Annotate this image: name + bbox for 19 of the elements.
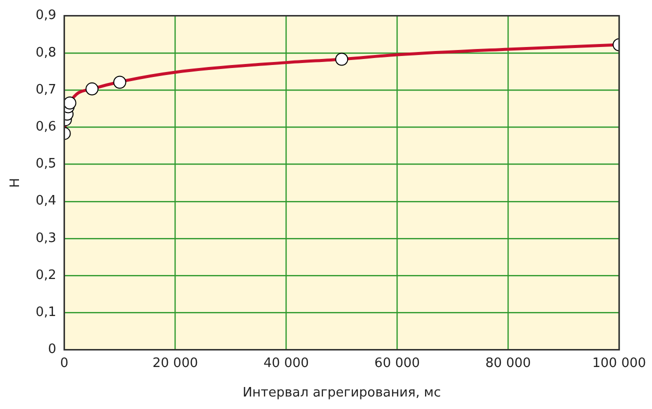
y-axis-title: H [8, 178, 24, 188]
x-tick-label: 0 [60, 356, 68, 371]
x-tick-label: 40 000 [263, 356, 309, 371]
y-tick-label: 0,1 [36, 305, 56, 320]
y-tick-label: 0,2 [36, 268, 56, 283]
y-tick-label: 0,8 [36, 45, 56, 60]
y-tick-label: 0,7 [36, 82, 56, 98]
y-tick-label: 0 [48, 342, 56, 358]
y-tick-label: 0,3 [36, 230, 56, 246]
x-tick-label: 100 000 [592, 356, 646, 371]
point [64, 96, 76, 110]
y-tick-label: 0,6 [36, 120, 56, 135]
x-axis-title: Интервал агрегирования, мс [242, 386, 441, 401]
y-tick-label: 0,5 [36, 156, 56, 172]
y-tick-label: 0,4 [36, 194, 56, 209]
x-tick-label: 20 000 [152, 356, 198, 371]
x-tick-label: 60 000 [374, 356, 420, 371]
x-tick-label: 80 000 [485, 356, 531, 371]
y-tick-label: 0,9 [36, 8, 56, 24]
